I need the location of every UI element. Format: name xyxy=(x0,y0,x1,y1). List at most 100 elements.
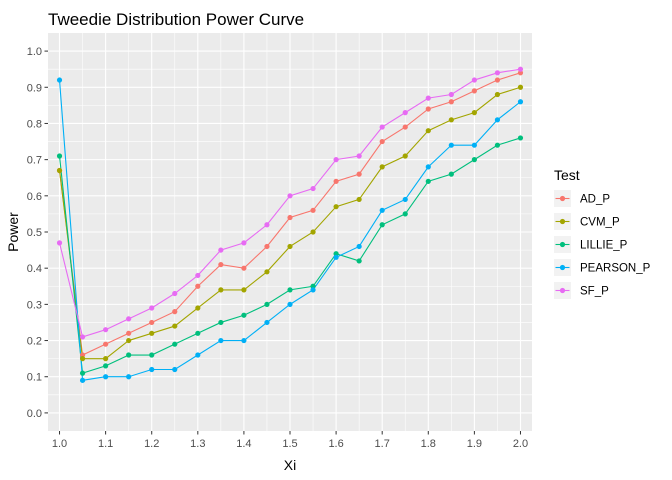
x-axis: 1.0 1.1 1.2 1.3 1.4 1.5 1.6 1.7 1.8 1.9 2.0 xyxy=(52,431,528,450)
data-point-lillie-p xyxy=(79,370,86,376)
y-tick-label: 1.0 xyxy=(27,46,42,58)
data-point-cvm-p xyxy=(471,110,477,116)
x-axis-title: Xi xyxy=(284,457,296,473)
y-tick-label: 0.1 xyxy=(27,372,42,384)
legend-label-cvm-p: CVM_P xyxy=(580,217,620,229)
data-point-ad-p xyxy=(195,283,201,289)
data-point-cvm-p xyxy=(264,269,270,275)
data-point-lillie-p xyxy=(172,341,178,347)
data-point-pearson-p xyxy=(149,366,155,373)
data-point-pearson-p xyxy=(79,377,86,383)
legend-label-pearson-p: PEARSON_P xyxy=(580,263,651,275)
data-point-lillie-p xyxy=(195,330,201,336)
data-point-ad-p xyxy=(126,330,132,336)
data-point-pearson-p xyxy=(287,301,293,307)
data-point-pearson-p xyxy=(356,243,362,250)
data-point-ad-p xyxy=(103,341,109,347)
y-axis: 0.0 0.1 0.2 0.3 0.4 0.5 0.6 0.7 0.8 0.9 1.0 xyxy=(27,46,48,420)
x-tick-label: 1.1 xyxy=(98,438,113,450)
major-grid xyxy=(48,33,532,431)
data-point-cvm-p xyxy=(195,305,201,311)
legend-key-point-cvm-p xyxy=(559,218,566,225)
y-tick-label: 0.3 xyxy=(27,299,42,311)
y-tick-label: 0.2 xyxy=(27,336,42,348)
x-tick-label: 2.0 xyxy=(513,438,528,450)
data-point-pearson-p xyxy=(103,374,109,380)
data-point-lillie-p xyxy=(218,319,224,326)
data-point-sf-p xyxy=(103,327,109,333)
series-layer xyxy=(56,66,524,383)
legend: Test AD_P CVM_P LILLIE_P PEARSON_P SF_P xyxy=(554,167,651,299)
data-point-lillie-p xyxy=(471,157,477,163)
data-point-pearson-p xyxy=(218,337,224,344)
data-point-pearson-p xyxy=(56,77,63,83)
legend-label-sf-p: SF_P xyxy=(580,286,609,298)
data-point-sf-p xyxy=(172,290,178,297)
data-point-ad-p xyxy=(264,243,270,250)
data-point-ad-p xyxy=(356,171,362,177)
data-point-ad-p xyxy=(241,265,247,271)
data-point-sf-p xyxy=(379,124,385,130)
data-point-cvm-p xyxy=(310,229,316,235)
legend-key-point-pearson-p xyxy=(559,264,566,271)
legend-title: Test xyxy=(554,167,580,183)
legend-key-point-lillie-p xyxy=(559,241,566,248)
data-point-sf-p xyxy=(471,77,477,83)
data-point-cvm-p xyxy=(425,128,431,134)
data-point-pearson-p xyxy=(448,142,454,148)
data-point-ad-p xyxy=(287,214,293,221)
data-point-cvm-p xyxy=(241,287,247,293)
data-point-sf-p xyxy=(517,66,524,72)
data-point-lillie-p xyxy=(356,258,362,264)
y-axis-title: Power xyxy=(5,212,21,252)
y-tick-label: 0.4 xyxy=(27,263,42,275)
data-point-cvm-p xyxy=(448,117,454,123)
data-point-pearson-p xyxy=(494,117,501,123)
data-point-pearson-p xyxy=(379,207,385,213)
x-tick-label: 1.2 xyxy=(144,438,159,450)
x-tick-label: 1.6 xyxy=(328,438,343,450)
data-point-pearson-p xyxy=(172,366,178,373)
data-point-pearson-p xyxy=(333,254,339,260)
legend-key-point-sf-p xyxy=(559,287,566,294)
legend-key-point-ad-p xyxy=(559,195,566,202)
x-tick-label: 1.0 xyxy=(52,438,67,450)
data-point-lillie-p xyxy=(149,352,155,358)
y-tick-label: 0.6 xyxy=(27,191,42,203)
y-tick-label: 0.5 xyxy=(27,227,42,239)
data-point-pearson-p xyxy=(517,99,524,105)
data-point-lillie-p xyxy=(379,222,385,228)
data-point-ad-p xyxy=(494,77,501,83)
data-point-sf-p xyxy=(79,334,86,340)
data-point-ad-p xyxy=(310,207,316,213)
data-point-cvm-p xyxy=(79,356,86,362)
x-tick-label: 1.5 xyxy=(282,438,297,450)
data-point-cvm-p xyxy=(218,287,224,293)
data-point-cvm-p xyxy=(402,153,408,159)
data-point-pearson-p xyxy=(126,374,132,380)
data-point-sf-p xyxy=(333,157,339,163)
data-point-sf-p xyxy=(195,272,201,279)
legend-label-ad-p: AD_P xyxy=(580,194,610,206)
data-point-lillie-p xyxy=(287,287,293,293)
data-point-pearson-p xyxy=(195,352,201,358)
data-point-ad-p xyxy=(402,124,408,130)
data-point-sf-p xyxy=(494,70,501,76)
data-point-lillie-p xyxy=(517,135,524,141)
data-point-cvm-p xyxy=(103,356,109,362)
data-point-lillie-p xyxy=(333,251,339,257)
data-point-pearson-p xyxy=(264,319,270,326)
data-point-lillie-p xyxy=(448,171,454,177)
data-point-sf-p xyxy=(448,91,454,98)
data-point-ad-p xyxy=(79,352,86,358)
data-point-ad-p xyxy=(517,70,524,76)
x-tick-label: 1.8 xyxy=(421,438,436,450)
data-point-lillie-p xyxy=(264,301,270,307)
data-point-sf-p xyxy=(56,240,63,246)
data-point-cvm-p xyxy=(379,164,385,170)
data-point-sf-p xyxy=(241,240,247,246)
data-point-sf-p xyxy=(425,95,431,101)
data-point-cvm-p xyxy=(333,204,339,210)
data-point-sf-p xyxy=(402,110,408,116)
